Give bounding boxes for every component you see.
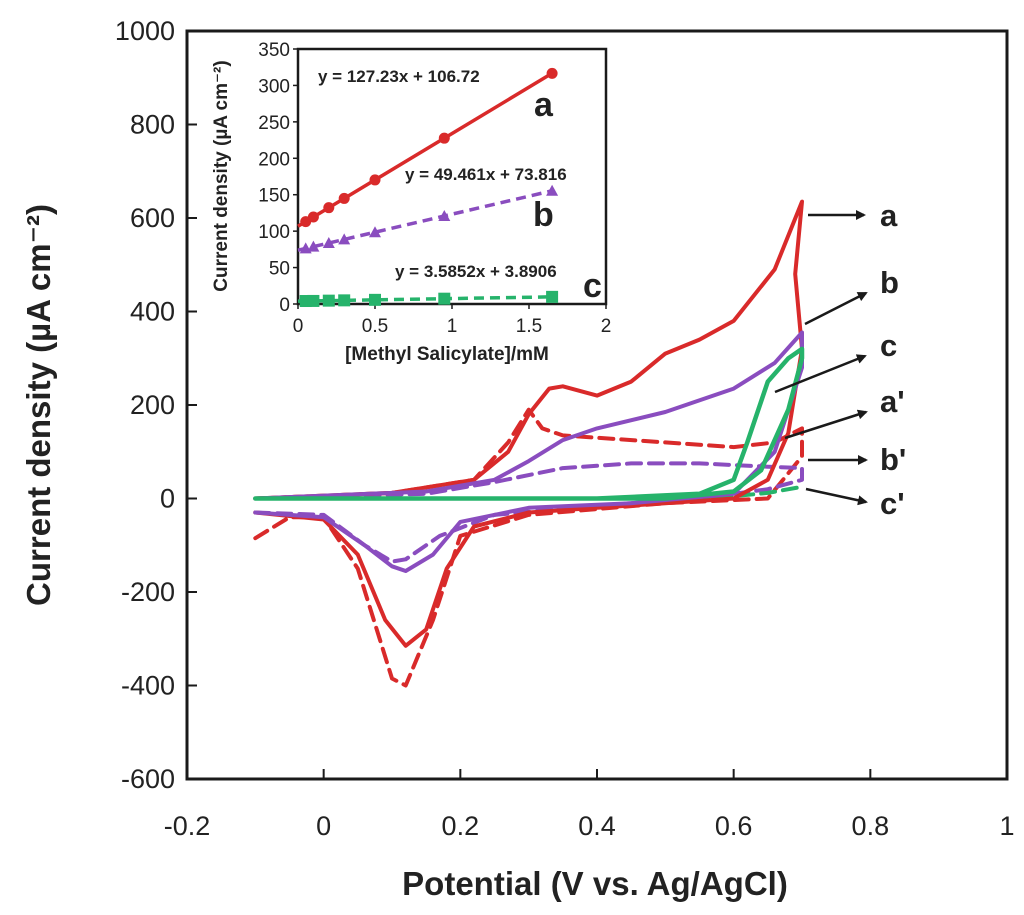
- equation-c: y = 3.5852x + 3.8906: [395, 262, 557, 281]
- y-axis-title: Current density (µA cm⁻²): [20, 204, 57, 606]
- inset-y-tick-label: 250: [258, 113, 290, 134]
- main-series-group: [253, 199, 805, 688]
- series-b-prime-curve: [253, 461, 804, 564]
- inset-point-b: [369, 226, 381, 238]
- inset-fit-line-c: [297, 295, 553, 303]
- x-axis-title: Potential (V vs. Ag/AgCl): [402, 865, 788, 902]
- curve-labels-group: abc a' b' c': [774, 198, 906, 521]
- inset-x-axis-title: [Methyl Salicylate]/mM: [345, 344, 549, 365]
- y-tick-label: 200: [130, 390, 175, 420]
- x-tick-label: 0.8: [852, 811, 890, 841]
- inset-point-a: [338, 192, 350, 204]
- y-tick-label: 0: [160, 484, 175, 514]
- inset-point-b: [307, 240, 320, 252]
- inset-y-tick-label: 200: [258, 149, 290, 170]
- inset-point-b: [338, 233, 351, 245]
- inset-fit-line-b: [297, 189, 553, 252]
- inset-x-tick-label: 0.5: [362, 316, 388, 337]
- inset-x-tick-label: 1: [447, 316, 458, 337]
- inset-point-a: [546, 67, 558, 79]
- equation-a: y = 127.23x + 106.72: [318, 67, 480, 86]
- inset-y-tick-label: 150: [258, 186, 290, 207]
- inset-x-tick-label: 2: [601, 316, 612, 337]
- label-arrow-b: [804, 291, 868, 326]
- x-tick-label: 0.6: [715, 811, 753, 841]
- curve-label-c-prime: c': [880, 486, 905, 521]
- y-tick-label: -600: [121, 764, 175, 794]
- inset-point-b: [322, 237, 335, 249]
- curve-label-c: c: [880, 328, 897, 363]
- inset-point-c: [438, 292, 451, 305]
- y-tick-label: 1000: [115, 16, 175, 46]
- y-tick-label: 400: [130, 297, 175, 327]
- inset-plot: 350 300 250 200 150 100 50 00 0.5 1 1.5 2 Current d…: [211, 40, 611, 365]
- inset-series-group: [297, 67, 559, 308]
- series-a-curve: [253, 199, 804, 648]
- inset-point-a: [307, 211, 319, 223]
- x-tick-label: 0.2: [442, 811, 480, 841]
- inset-point-c: [307, 294, 320, 307]
- inset-point-c: [546, 290, 559, 303]
- curve-label-a-prime: a': [880, 384, 905, 419]
- curve-label-b: b: [880, 265, 899, 300]
- inset-y-tick-label: 350: [258, 40, 290, 61]
- inset-point-c: [338, 294, 351, 307]
- inset-point-c: [369, 293, 381, 306]
- equation-b: y = 49.461x + 73.816: [405, 165, 567, 184]
- label-arrow-a-prime: [784, 409, 868, 440]
- inset-point-a: [438, 132, 450, 144]
- inset-point-a: [323, 202, 335, 214]
- inset-y-tick-label: 0: [279, 295, 290, 316]
- inset-x-tick-label: 1.5: [516, 316, 542, 337]
- x-tick-label: 0: [316, 811, 331, 841]
- inset-x-tick-label: 0: [293, 316, 304, 337]
- inset-axis-ticks: 350 300 250 200 150 100 50 00 0.5 1 1.5 2: [258, 40, 611, 337]
- inset-point-b: [438, 209, 451, 221]
- x-tick-label: -0.2: [164, 811, 211, 841]
- inset-y-tick-label: 300: [258, 76, 290, 97]
- curve-label-a: a: [880, 198, 898, 233]
- y-tick-label: -200: [121, 577, 175, 607]
- series-a-prime-curve: [253, 407, 804, 688]
- x-tick-label: 1: [999, 811, 1014, 841]
- label-arrow-c: [774, 354, 867, 394]
- inset-y-tick-label: 100: [258, 222, 290, 243]
- label-arrow-c-prime: [805, 487, 868, 506]
- inset-point-b: [546, 184, 559, 196]
- inset-label-a: a: [534, 86, 554, 124]
- x-tick-label: 0.4: [578, 811, 616, 841]
- inset-y-tick-label: 50: [269, 259, 290, 280]
- inset-y-axis-title: Current density (µA cm⁻²): [211, 60, 232, 291]
- inset-point-c: [322, 294, 335, 307]
- y-tick-label: 800: [130, 110, 175, 140]
- series-c-curve: [253, 346, 805, 501]
- inset-point-a: [369, 174, 381, 186]
- curve-label-b-prime: b': [880, 442, 906, 477]
- inset-label-c: c: [583, 267, 602, 305]
- y-tick-label: 600: [130, 203, 175, 233]
- inset-label-b: b: [533, 196, 554, 234]
- inset-frame: [296, 47, 608, 306]
- y-tick-label: -400: [121, 671, 175, 701]
